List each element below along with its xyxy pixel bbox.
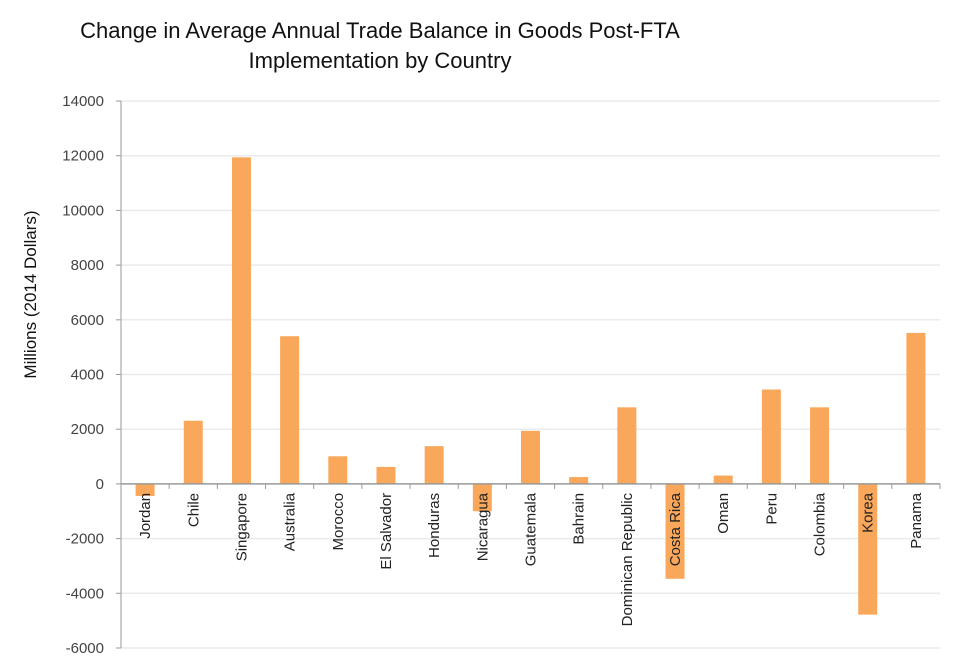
bar <box>328 456 348 484</box>
y-tick-label: 0 <box>96 476 104 493</box>
bar <box>713 475 733 484</box>
bar <box>472 483 492 512</box>
bar <box>183 420 203 484</box>
bar <box>569 477 589 484</box>
chart-title-line1: Change in Average Annual Trade Balance i… <box>80 18 680 43</box>
chart-title: Change in Average Annual Trade Balance i… <box>0 16 760 76</box>
y-axis-label: Millions (2014 Dollars) <box>21 210 40 378</box>
x-tick-label: El Salvador <box>378 493 395 570</box>
bar <box>906 332 926 484</box>
x-tick-label: Jordan <box>137 493 154 539</box>
x-tick-label: Peru <box>763 493 780 525</box>
y-tick-label: 4000 <box>71 367 104 384</box>
y-tick-label: 8000 <box>71 257 104 274</box>
bar <box>761 389 781 484</box>
x-tick-label: Chile <box>185 493 202 527</box>
bar <box>858 483 878 615</box>
x-tick-label: Dominican Republic <box>619 492 636 626</box>
bar <box>424 446 444 484</box>
x-tick-label: Costa Rica <box>667 492 684 566</box>
x-tick-label: Singapore <box>233 493 250 561</box>
y-tick-label: 14000 <box>62 93 104 110</box>
y-tick-label: 12000 <box>62 148 104 165</box>
x-tick-label: Australia <box>282 492 299 551</box>
x-tick-label: Honduras <box>426 493 443 558</box>
bar <box>521 430 540 484</box>
y-tick-label: -2000 <box>66 531 104 548</box>
y-tick-label: 2000 <box>71 421 104 438</box>
bar <box>280 336 300 484</box>
y-tick-label: 10000 <box>62 202 104 219</box>
x-tick-label: Nicaragua <box>474 492 491 561</box>
chart-title-line2: Implementation by Country <box>248 48 512 73</box>
bar <box>617 407 637 484</box>
x-tick-label: Korea <box>860 492 877 533</box>
x-tick-label: Bahrain <box>571 493 588 545</box>
x-tick-label: Oman <box>715 493 732 534</box>
y-tick-label: -6000 <box>66 640 104 657</box>
y-tick-label: -4000 <box>66 585 104 602</box>
bar <box>135 483 155 496</box>
x-tick-label: Panama <box>908 492 925 549</box>
bar <box>376 466 396 484</box>
x-tick-label: Colombia <box>812 492 829 556</box>
bar <box>810 407 830 484</box>
x-tick-label: Morocco <box>330 493 347 551</box>
y-tick-label: 6000 <box>71 312 104 329</box>
x-tick-label: Guatemala <box>523 492 540 566</box>
bar <box>231 157 251 484</box>
bar <box>665 483 685 579</box>
